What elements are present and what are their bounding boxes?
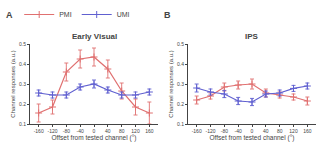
svg-text:-120: -120 (205, 128, 215, 134)
svg-text:40: 40 (105, 128, 111, 134)
svg-text:-160: -160 (192, 128, 202, 134)
svg-text:120: 120 (131, 128, 140, 134)
svg-text:0: 0 (93, 128, 96, 134)
svg-text:Channel responses (a.u.): Channel responses (a.u.) (168, 50, 174, 117)
svg-text:0.2: 0.2 (177, 101, 184, 107)
svg-text:Offset from tested channel (°): Offset from tested channel (°) (210, 134, 295, 142)
svg-text:0.3: 0.3 (177, 81, 184, 87)
svg-text:-40: -40 (235, 128, 242, 134)
svg-text:160: 160 (145, 128, 154, 134)
svg-text:0.5: 0.5 (19, 41, 26, 47)
svg-text:0.2: 0.2 (19, 101, 26, 107)
svg-text:120: 120 (289, 128, 298, 134)
svg-text:0.3: 0.3 (19, 81, 26, 87)
svg-text:-120: -120 (47, 128, 57, 134)
svg-text:-40: -40 (77, 128, 84, 134)
svg-text:Early Visual: Early Visual (72, 32, 117, 41)
svg-text:0.5: 0.5 (177, 41, 184, 47)
svg-text:UMI: UMI (117, 11, 130, 18)
svg-text:IPS: IPS (245, 32, 259, 41)
svg-text:PMI: PMI (59, 11, 71, 18)
svg-text:B: B (164, 10, 171, 20)
svg-text:Offset from tested channel (°): Offset from tested channel (°) (52, 134, 137, 142)
svg-text:0: 0 (251, 128, 254, 134)
svg-text:-160: -160 (34, 128, 44, 134)
svg-text:160: 160 (303, 128, 312, 134)
svg-text:0.1: 0.1 (177, 121, 184, 127)
svg-text:0.4: 0.4 (177, 61, 184, 67)
svg-text:-80: -80 (221, 128, 228, 134)
svg-text:Channel responses (a.u.): Channel responses (a.u.) (10, 50, 16, 117)
svg-text:80: 80 (119, 128, 125, 134)
svg-text:80: 80 (277, 128, 283, 134)
svg-text:40: 40 (263, 128, 269, 134)
svg-text:-80: -80 (63, 128, 70, 134)
svg-text:0.1: 0.1 (19, 121, 26, 127)
svg-text:0.4: 0.4 (19, 61, 26, 67)
svg-text:A: A (6, 10, 13, 20)
